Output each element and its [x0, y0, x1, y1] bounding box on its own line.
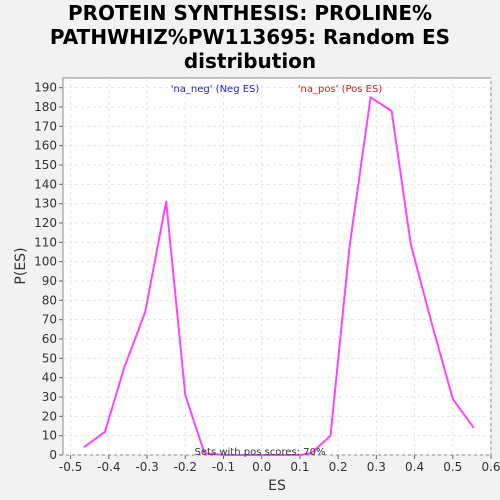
y-tick-label: 50 [42, 351, 57, 365]
x-tick-label: 0.6 [481, 460, 500, 474]
x-tick-label: -0.4 [97, 460, 120, 474]
y-tick-label: 10 [42, 429, 57, 443]
chart-title-line-3: distribution [184, 49, 316, 73]
x-tick-label: 0.3 [367, 460, 386, 474]
y-tick-label: 110 [34, 235, 57, 249]
y-axis-ticks: 0 10 20 30 40 50 60 70 80 90 100 110 120 130 140 150 160… [34, 81, 63, 462]
y-tick-label: 100 [34, 255, 57, 269]
x-tick-label: 0.0 [252, 460, 271, 474]
x-tick-label: -0.2 [174, 460, 197, 474]
x-tick-label: -0.1 [212, 460, 235, 474]
y-tick-label: 140 [34, 177, 57, 191]
y-tick-label: 120 [34, 216, 57, 230]
y-tick-label: 180 [34, 100, 57, 114]
y-tick-label: 20 [42, 409, 57, 423]
y-tick-label: 90 [42, 274, 57, 288]
y-tick-label: 30 [42, 390, 57, 404]
plot-area [63, 78, 491, 455]
chart-title-line-1: PROTEIN SYNTHESIS: PROLINE% [68, 1, 432, 25]
legend-pos: 'na_pos' (Pos ES) [298, 84, 383, 95]
y-tick-label: 70 [42, 313, 57, 327]
y-tick-label: 0 [49, 448, 57, 462]
y-tick-label: 60 [42, 332, 57, 346]
x-axis-label: ES [268, 478, 286, 494]
y-tick-label: 40 [42, 371, 57, 385]
y-tick-label: 160 [34, 139, 57, 153]
pos-scores-annotation: Sets with pos scores: 70% [195, 447, 326, 458]
x-tick-label: 0.1 [290, 460, 309, 474]
x-tick-label: -0.3 [135, 460, 158, 474]
legend-neg: 'na_neg' (Neg ES) [171, 84, 260, 95]
y-axis-label: P(ES) [13, 247, 29, 284]
y-tick-label: 150 [34, 158, 57, 172]
y-tick-label: 190 [34, 81, 57, 95]
y-tick-label: 80 [42, 293, 57, 307]
chart-title-line-2: PATHWHIZ%PW113695: Random ES [50, 25, 450, 49]
y-tick-label: 130 [34, 197, 57, 211]
x-tick-label: 0.2 [329, 460, 348, 474]
x-tick-label: 0.4 [405, 460, 424, 474]
x-tick-label: -0.5 [59, 460, 82, 474]
y-tick-label: 170 [34, 119, 57, 133]
x-tick-label: 0.5 [443, 460, 462, 474]
